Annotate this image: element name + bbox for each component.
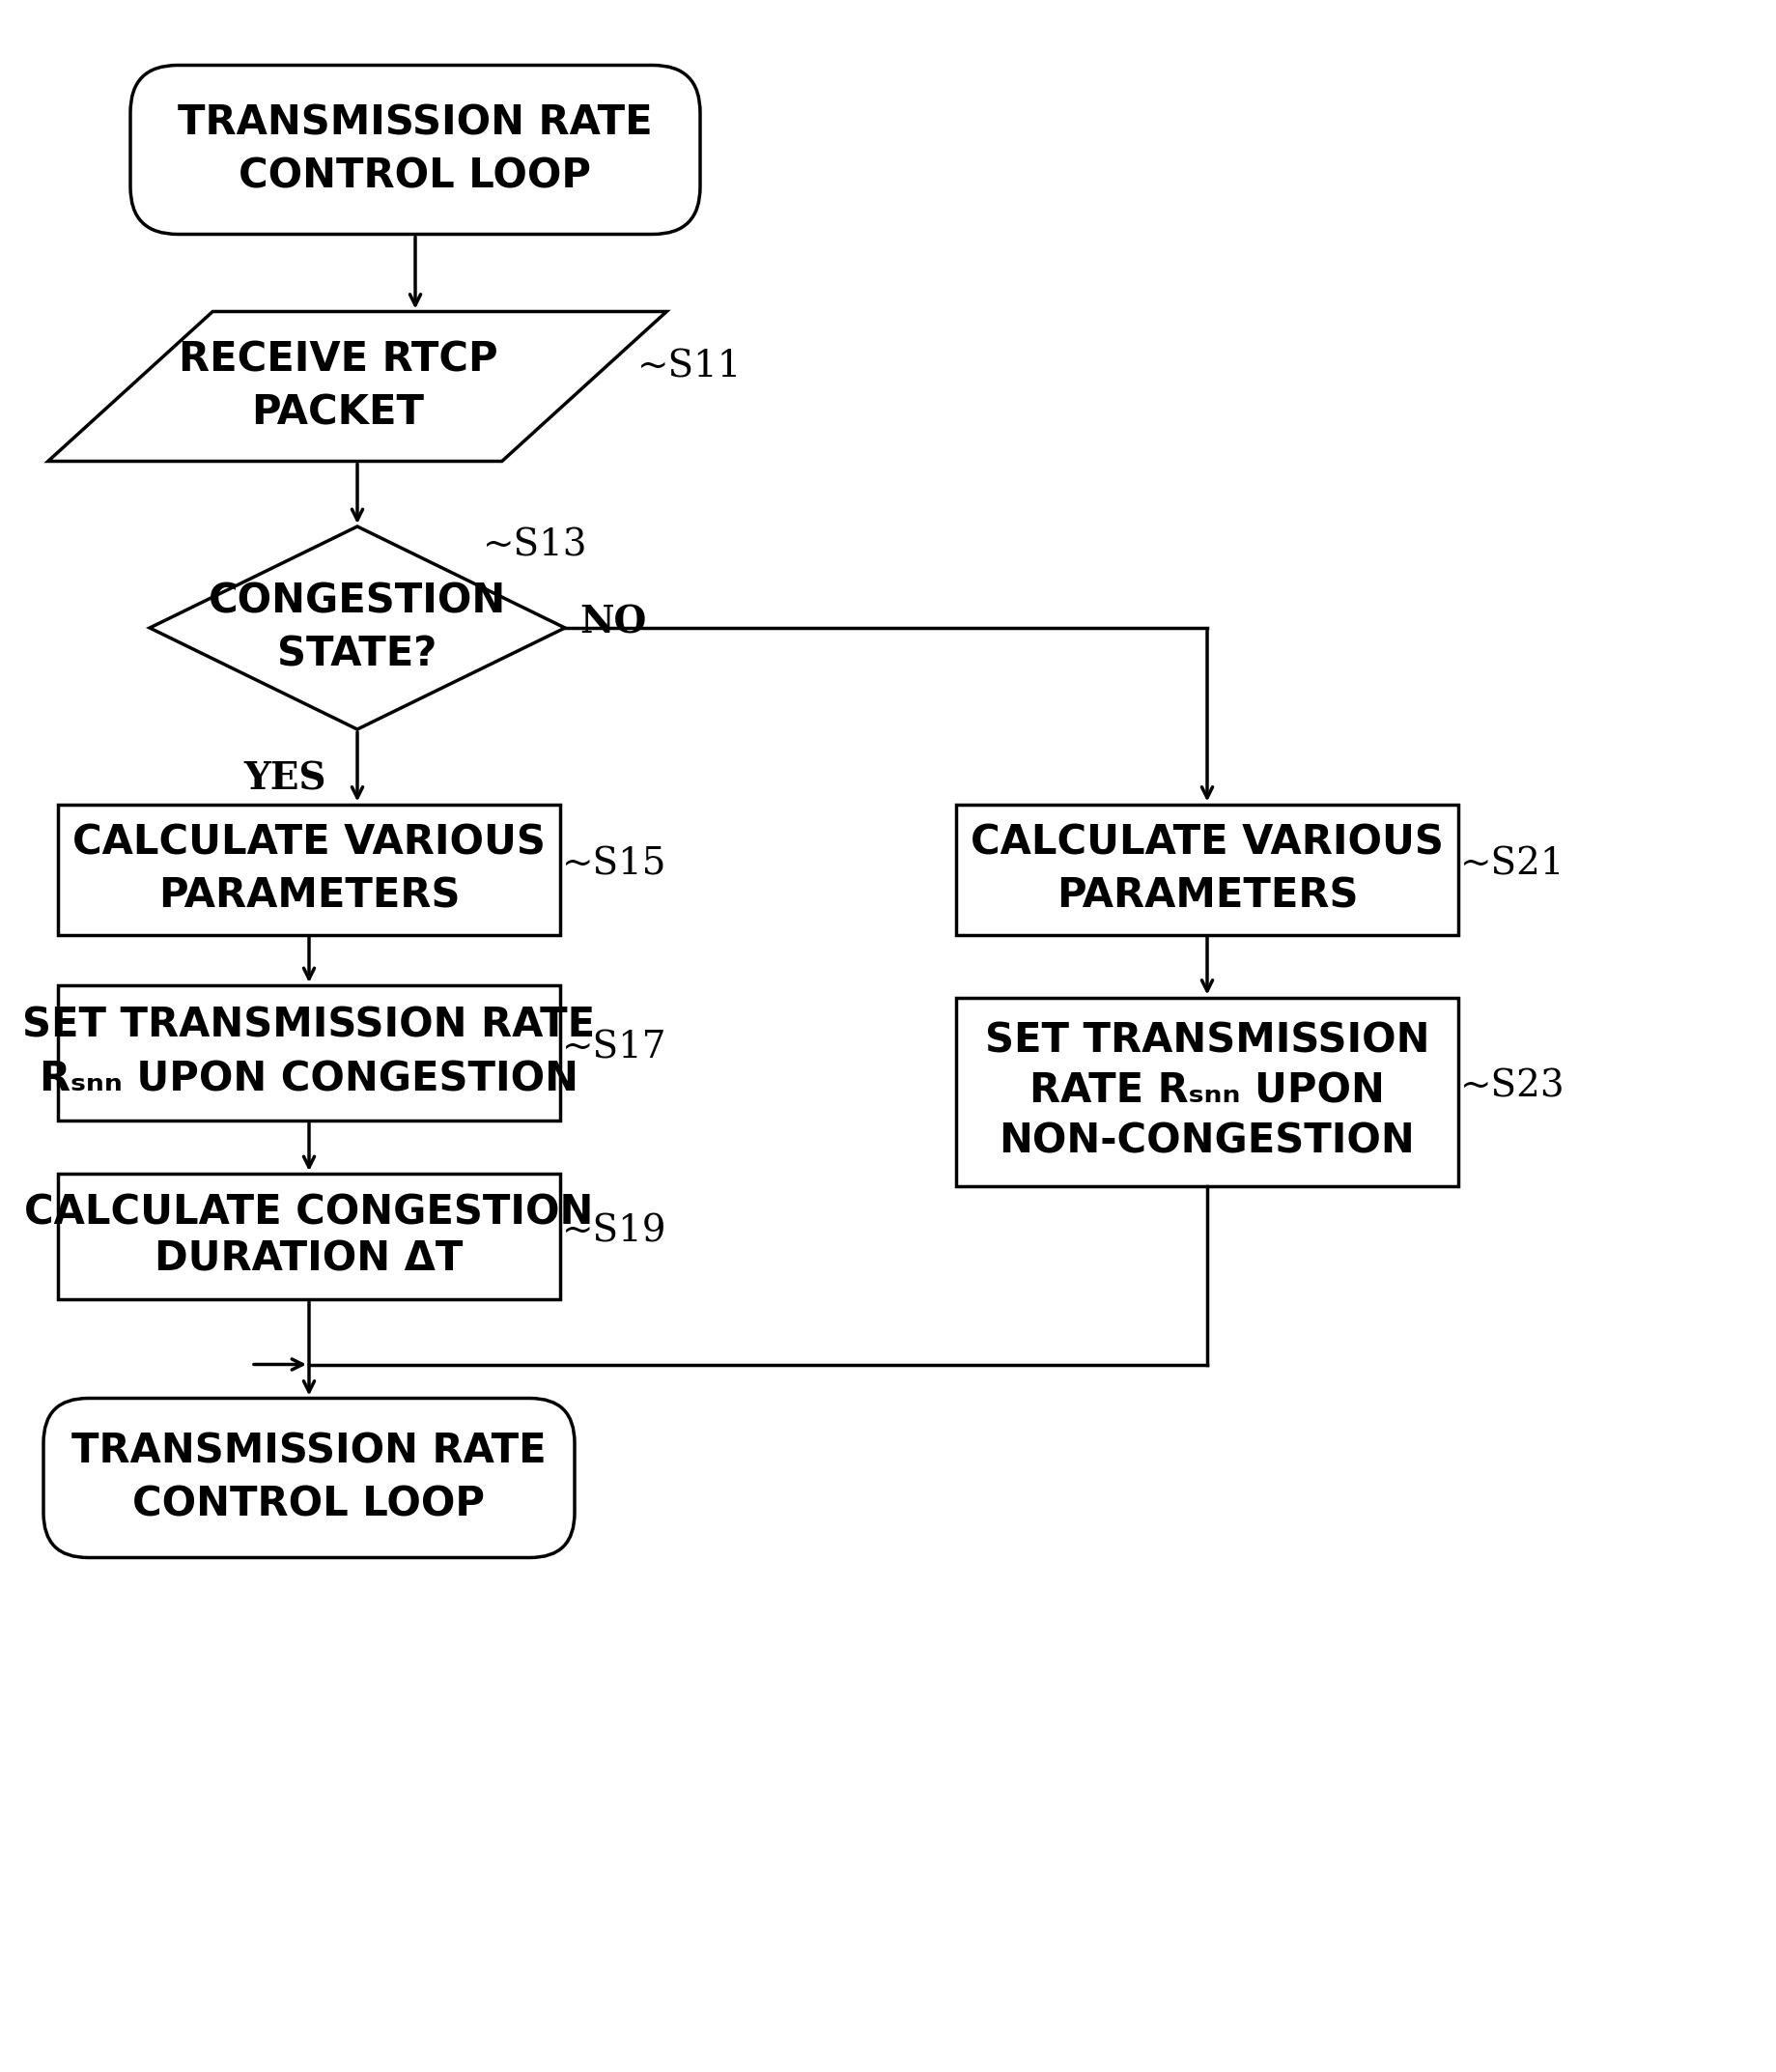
Text: SET TRANSMISSION RATE: SET TRANSMISSION RATE	[23, 1005, 595, 1046]
Text: NO: NO	[579, 605, 646, 642]
Text: TRANSMISSION RATE
CONTROL LOOP: TRANSMISSION RATE CONTROL LOOP	[178, 104, 652, 197]
Text: CALCULATE VARIOUS
PARAMETERS: CALCULATE VARIOUS PARAMETERS	[970, 823, 1442, 916]
Text: Rₛₙₙ UPON CONGESTION: Rₛₙₙ UPON CONGESTION	[39, 1059, 579, 1100]
FancyBboxPatch shape	[130, 64, 700, 234]
FancyBboxPatch shape	[43, 1399, 574, 1558]
Bar	[955, 997, 1458, 1185]
Text: ~S23: ~S23	[1460, 1069, 1565, 1104]
Bar	[59, 986, 559, 1121]
Text: ~S21: ~S21	[1460, 847, 1565, 883]
Bar	[59, 1173, 559, 1299]
Text: RECEIVE RTCP
PACKET: RECEIVE RTCP PACKET	[178, 340, 497, 433]
Text: ~S13: ~S13	[483, 528, 588, 564]
Text: CONGESTION
STATE?: CONGESTION STATE?	[208, 580, 506, 675]
Text: ~S11: ~S11	[638, 350, 742, 385]
Text: ~S19: ~S19	[561, 1214, 666, 1249]
Text: ~S17: ~S17	[561, 1030, 666, 1065]
Text: SET TRANSMISSION: SET TRANSMISSION	[984, 1021, 1428, 1061]
Text: CALCULATE VARIOUS
PARAMETERS: CALCULATE VARIOUS PARAMETERS	[73, 823, 545, 916]
Text: TRANSMISSION RATE
CONTROL LOOP: TRANSMISSION RATE CONTROL LOOP	[71, 1432, 547, 1525]
Text: YES: YES	[243, 760, 327, 798]
Polygon shape	[149, 526, 565, 729]
Text: DURATION ΔT: DURATION ΔT	[155, 1239, 464, 1280]
Text: CALCULATE CONGESTION: CALCULATE CONGESTION	[25, 1193, 593, 1233]
Text: RATE Rₛₙₙ UPON: RATE Rₛₙₙ UPON	[1028, 1071, 1384, 1113]
Polygon shape	[48, 311, 666, 462]
Bar	[955, 804, 1458, 934]
Text: NON-CONGESTION: NON-CONGESTION	[998, 1121, 1414, 1162]
Text: ~S15: ~S15	[561, 847, 666, 883]
Bar	[59, 804, 559, 934]
